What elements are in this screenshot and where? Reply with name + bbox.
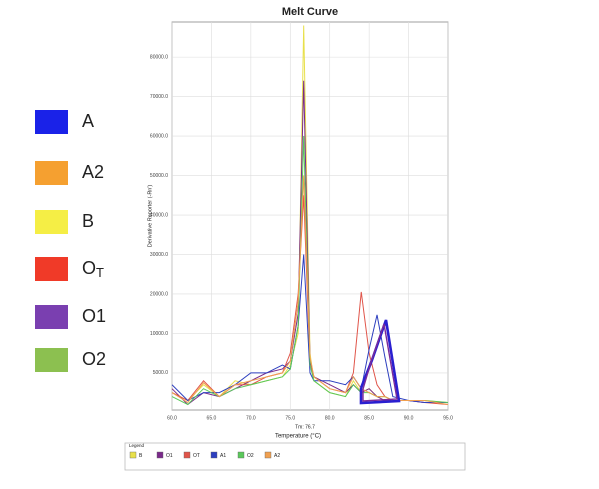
series-line <box>171 254 448 404</box>
legend-swatch <box>129 451 137 459</box>
y-tick-label: 5000.0 <box>153 370 169 376</box>
key-swatch <box>35 348 68 372</box>
legend-label: O1 <box>166 453 173 459</box>
x-tick-label: 90.0 <box>404 415 414 421</box>
key-label: O2 <box>82 349 106 369</box>
key-swatch <box>35 257 68 281</box>
legend-label: B <box>139 453 143 459</box>
tm-annotation: Tm: 76.7 <box>295 424 315 430</box>
legend-label: OT <box>193 453 200 459</box>
legend-swatch <box>183 451 191 459</box>
key-label: A <box>82 111 94 131</box>
key-swatch <box>35 161 68 185</box>
y-tick-label: 60000.0 <box>150 133 168 139</box>
legend-swatch <box>264 451 272 459</box>
key-swatch <box>35 305 68 329</box>
legend-label: A2 <box>274 453 280 459</box>
series-line <box>171 175 449 405</box>
x-tick-label: 75.0 <box>285 415 295 421</box>
x-axis-title: Temperature (°C) <box>275 434 321 440</box>
y-tick-label: 10000.0 <box>150 331 168 337</box>
key-swatch <box>35 210 68 234</box>
chart-title: Melt Curve <box>282 6 338 18</box>
x-tick-label: 60.0 <box>167 415 177 421</box>
x-tick-label: 65.0 <box>207 415 217 421</box>
y-tick-label: 70000.0 <box>150 94 168 100</box>
highlight <box>362 323 398 402</box>
y-tick-label: 30000.0 <box>150 252 168 258</box>
y-tick-label: 80000.0 <box>150 54 168 60</box>
key-label: OT <box>82 258 104 281</box>
key-swatch <box>35 110 68 134</box>
legend-title: Legend <box>129 443 145 448</box>
legend-box <box>124 442 466 471</box>
legend-label: O2 <box>247 453 254 459</box>
key-label: O1 <box>82 306 106 326</box>
key-label: A2 <box>82 162 104 182</box>
x-tick-label: 95.0 <box>443 415 453 421</box>
y-tick-label: 40000.0 <box>150 212 168 218</box>
y-tick-label: 50000.0 <box>150 173 168 179</box>
key-subscript: T <box>96 265 104 280</box>
y-axis-title: Derivative Reporter (-Rn') <box>147 185 153 248</box>
legend-swatch <box>210 451 218 459</box>
key-label: B <box>82 211 94 231</box>
legend-swatch <box>156 451 164 459</box>
x-tick-label: 70.0 <box>246 415 256 421</box>
legend-label: A1 <box>220 453 226 459</box>
x-tick-label: 85.0 <box>364 415 374 421</box>
x-tick-label: 80.0 <box>325 415 335 421</box>
legend-swatch <box>237 451 245 459</box>
y-tick-label: 20000.0 <box>150 291 168 297</box>
